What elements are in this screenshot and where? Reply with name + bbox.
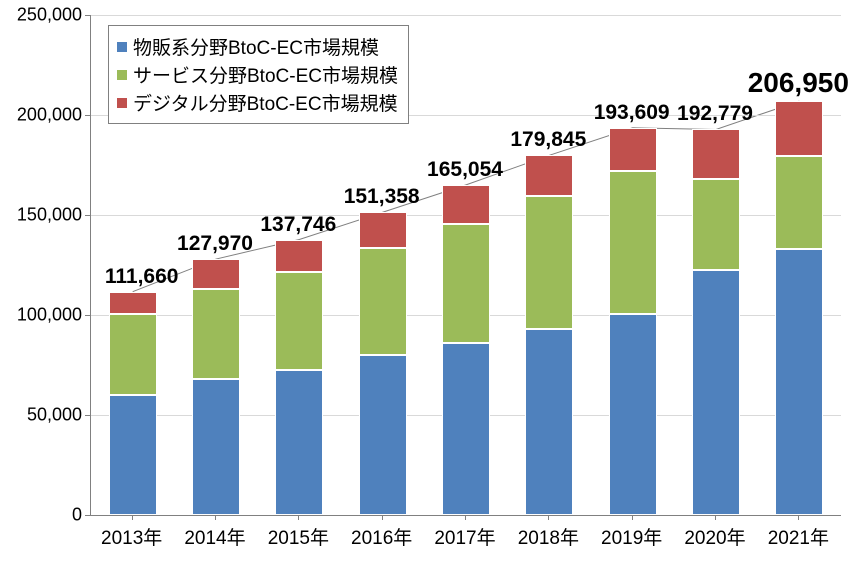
- legend-item: サービス分野BtoC-EC市場規模: [117, 61, 398, 88]
- bar-segment-service: [192, 289, 240, 379]
- legend-swatch: [117, 98, 127, 108]
- bar-segment-digital: [442, 185, 490, 224]
- y-tick-label: 200,000: [17, 105, 82, 126]
- y-tick-label: 150,000: [17, 205, 82, 226]
- x-tick-label: 2019年: [601, 523, 662, 550]
- bar-segment-digital: [525, 155, 573, 196]
- bar-segment-goods: [525, 329, 573, 515]
- y-tick-label: 250,000: [17, 5, 82, 26]
- bar-total-label: 137,746: [260, 213, 336, 237]
- legend-label: サービス分野BtoC-EC市場規模: [133, 61, 398, 88]
- legend-label: デジタル分野BtoC-EC市場規模: [133, 89, 398, 116]
- bar-segment-service: [442, 224, 490, 343]
- bar-segment-service: [275, 272, 323, 370]
- bar-segment-goods: [359, 355, 407, 515]
- bar-total-label: 179,845: [510, 128, 586, 152]
- y-tick-label: 100,000: [17, 305, 82, 326]
- bar-total-label: 127,970: [177, 232, 253, 256]
- bar-segment-digital: [609, 128, 657, 171]
- bar-segment-digital: [775, 101, 823, 156]
- legend-item: 物販系分野BtoC-EC市場規模: [117, 33, 398, 60]
- y-gridline: [91, 15, 841, 16]
- x-tick-label: 2020年: [684, 523, 745, 550]
- bar-segment-goods: [275, 370, 323, 515]
- bar-segment-service: [692, 179, 740, 271]
- bar-segment-goods: [609, 314, 657, 515]
- bar-total-label: 192,779: [677, 102, 753, 126]
- bar-segment-goods: [442, 343, 490, 515]
- bar-segment-service: [359, 248, 407, 355]
- legend-label: 物販系分野BtoC-EC市場規模: [133, 33, 379, 60]
- bar-segment-service: [525, 196, 573, 329]
- bar-segment-service: [775, 156, 823, 249]
- bar-segment-digital: [275, 240, 323, 273]
- bar-segment-goods: [692, 270, 740, 515]
- x-tick-label: 2016年: [351, 523, 412, 550]
- bar-total-label: 165,054: [427, 158, 503, 182]
- bar-segment-service: [609, 171, 657, 314]
- bar-segment-goods: [109, 395, 157, 515]
- bar-segment-digital: [192, 259, 240, 289]
- bar-segment-service: [109, 314, 157, 395]
- legend-item: デジタル分野BtoC-EC市場規模: [117, 89, 398, 116]
- bar-segment-digital: [692, 129, 740, 178]
- bar-total-label: 193,609: [594, 101, 670, 125]
- legend: 物販系分野BtoC-EC市場規模サービス分野BtoC-EC市場規模デジタル分野B…: [108, 25, 409, 124]
- x-tick-label: 2014年: [184, 523, 245, 550]
- x-tick-label: 2013年: [101, 523, 162, 550]
- x-tick-label: 2018年: [518, 523, 579, 550]
- y-tick-label: 50,000: [27, 405, 82, 426]
- bar-total-label: 151,358: [344, 185, 420, 209]
- x-tick-label: 2021年: [768, 523, 829, 550]
- bar-segment-digital: [109, 292, 157, 314]
- bar-total-label: 111,660: [105, 265, 179, 289]
- bar-segment-goods: [192, 379, 240, 515]
- legend-swatch: [117, 42, 127, 52]
- bar-segment-goods: [775, 249, 823, 515]
- x-tick-label: 2017年: [434, 523, 495, 550]
- bar-segment-digital: [359, 212, 407, 248]
- y-tick-label: 0: [72, 505, 82, 526]
- bar-total-label: 206,950: [748, 67, 849, 99]
- legend-swatch: [117, 70, 127, 80]
- x-tick-label: 2015年: [268, 523, 329, 550]
- stacked-bar-chart: 0 50,000 100,000 150,000 200,000 250,000 2013…: [0, 0, 858, 561]
